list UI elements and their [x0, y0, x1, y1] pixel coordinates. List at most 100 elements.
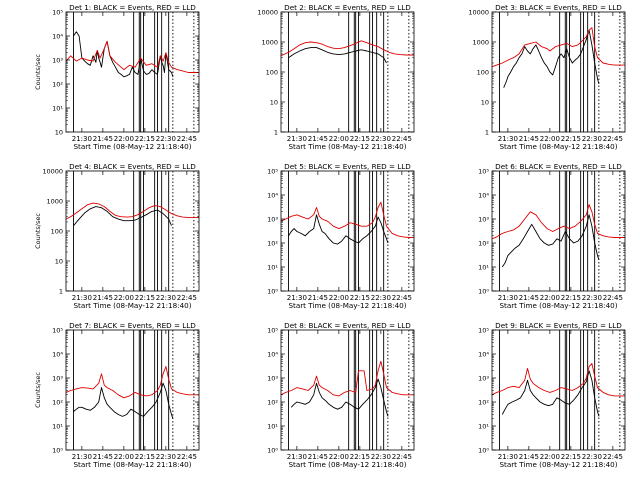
panel-title: Det 5: BLACK = Events, RED = LLD: [284, 162, 411, 171]
x-tick-label: 22:45: [392, 453, 412, 461]
x-tick-label: 21:45: [308, 135, 328, 143]
x-tick-label: 22:30: [582, 453, 602, 461]
x-tick-label: 22:00: [114, 453, 134, 461]
x-tick-label: 21:45: [519, 294, 539, 302]
series-lld-line: [491, 27, 625, 68]
x-axis-label: Start Time (08-May-12 21:18:40): [288, 460, 406, 469]
x-tick-label: 22:30: [156, 135, 176, 143]
x-tick-label: 21:45: [93, 294, 113, 302]
x-tick-label: 22:45: [603, 294, 623, 302]
plot-frame: [65, 170, 200, 292]
x-tick-label: 22:30: [371, 294, 391, 302]
series-events-line: [73, 31, 174, 78]
series-lld-line: [280, 360, 414, 397]
x-axis-label: Start Time (08-May-12 21:18:40): [499, 301, 617, 310]
x-tick-label: 22:15: [350, 135, 370, 143]
series-lld-line: [280, 201, 414, 238]
y-tick-label: 10⁰: [478, 447, 489, 455]
x-tick-label: 22:45: [603, 453, 623, 461]
x-tick-label: 22:30: [371, 135, 391, 143]
y-tick-label: 10¹: [267, 264, 278, 272]
x-axis-label: Start Time (08-May-12 21:18:40): [73, 460, 191, 469]
y-tick-label: 1000: [472, 39, 489, 47]
y-tick-label: 10⁴: [52, 33, 63, 41]
y-tick-label: 10⁴: [478, 192, 489, 200]
x-tick-label: 22:45: [177, 294, 197, 302]
y-tick-label: 10⁴: [267, 192, 278, 200]
plot-frame: [65, 11, 200, 133]
panel-title: Det 3: BLACK = Events, RED = LLD: [495, 3, 622, 12]
y-tick-label: 1: [59, 288, 63, 296]
panel-title: Det 2: BLACK = Events, RED = LLD: [284, 3, 411, 12]
x-tick-label: 21:30: [287, 135, 307, 143]
panel-title: Det 4: BLACK = Events, RED = LLD: [69, 162, 196, 171]
y-tick-label: 10: [481, 99, 489, 107]
y-tick-label: 10²: [52, 81, 63, 89]
x-tick-label: 21:30: [287, 294, 307, 302]
y-tick-label: 10²: [267, 240, 278, 248]
y-tick-label: 10⁵: [267, 327, 278, 335]
x-tick-label: 22:15: [561, 294, 581, 302]
x-tick-label: 22:15: [350, 453, 370, 461]
x-tick-label: 22:30: [582, 294, 602, 302]
x-tick-label: 22:30: [156, 294, 176, 302]
x-tick-label: 22:45: [392, 294, 412, 302]
x-tick-label: 22:15: [350, 294, 370, 302]
x-tick-label: 22:15: [135, 453, 155, 461]
series-events-line: [288, 47, 387, 64]
y-axis-label: Counts/sec: [34, 372, 42, 408]
x-tick-label: 22:00: [540, 135, 560, 143]
y-tick-label: 10⁵: [267, 168, 278, 176]
y-tick-label: 10¹: [267, 423, 278, 431]
y-tick-label: 10²: [52, 399, 63, 407]
y-tick-label: 10³: [52, 375, 63, 383]
y-tick-label: 10⁴: [267, 351, 278, 359]
y-tick-label: 10⁰: [267, 447, 278, 455]
x-tick-label: 21:30: [498, 453, 518, 461]
series-events-line: [73, 382, 174, 419]
panel-det-2: 1 10 100 1000 10000 21:30 21:45 22:00 22:15 22:30…: [257, 3, 415, 151]
panel-title: Det 7: BLACK = Events, RED = LLD: [69, 321, 196, 330]
series-lld-line: [491, 204, 625, 240]
y-tick-label: 10³: [478, 216, 489, 224]
x-tick-label: 21:45: [93, 135, 113, 143]
x-tick-label: 22:30: [371, 453, 391, 461]
y-tick-label: 10⁵: [52, 327, 63, 335]
panel-det-3: 1 10 100 1000 10000 21:30 21:45 22:00 22:15 22:30…: [468, 3, 626, 151]
plot-frame: [491, 329, 626, 451]
y-tick-label: 10¹: [52, 423, 63, 431]
x-tick-label: 22:00: [540, 453, 560, 461]
y-tick-label: 10⁵: [52, 9, 63, 17]
series-lld-line: [65, 366, 199, 399]
x-tick-label: 21:45: [519, 453, 539, 461]
plot-frame: [280, 329, 415, 451]
y-tick-label: 10²: [267, 399, 278, 407]
x-tick-label: 22:45: [392, 135, 412, 143]
x-tick-label: 22:30: [582, 135, 602, 143]
y-tick-label: 100: [477, 69, 489, 77]
x-tick-label: 21:30: [72, 453, 92, 461]
x-axis-label: Start Time (08-May-12 21:18:40): [73, 301, 191, 310]
panel-det-4: 1 10 100 1000 10000 21:30 21:45 22:00 22:15 22:30…: [34, 162, 200, 310]
x-tick-label: 21:30: [72, 135, 92, 143]
y-tick-label: 10000: [468, 9, 489, 17]
series-lld-line: [280, 40, 414, 57]
x-axis-label: Start Time (08-May-12 21:18:40): [499, 142, 617, 151]
panel-title: Det 1: BLACK = Events, RED = LLD: [69, 3, 196, 12]
y-tick-label: 10⁰: [52, 447, 63, 455]
y-tick-label: 10⁴: [478, 351, 489, 359]
x-tick-label: 22:15: [135, 294, 155, 302]
y-tick-label: 10¹: [478, 264, 489, 272]
x-tick-label: 22:45: [177, 453, 197, 461]
x-tick-label: 22:15: [135, 135, 155, 143]
plot-frame: [65, 329, 200, 451]
x-tick-label: 22:15: [561, 135, 581, 143]
x-tick-label: 21:45: [519, 135, 539, 143]
y-tick-label: 10: [55, 258, 63, 266]
x-tick-label: 21:45: [93, 453, 113, 461]
series-events-line: [501, 370, 600, 417]
plot-frame: [491, 170, 626, 292]
